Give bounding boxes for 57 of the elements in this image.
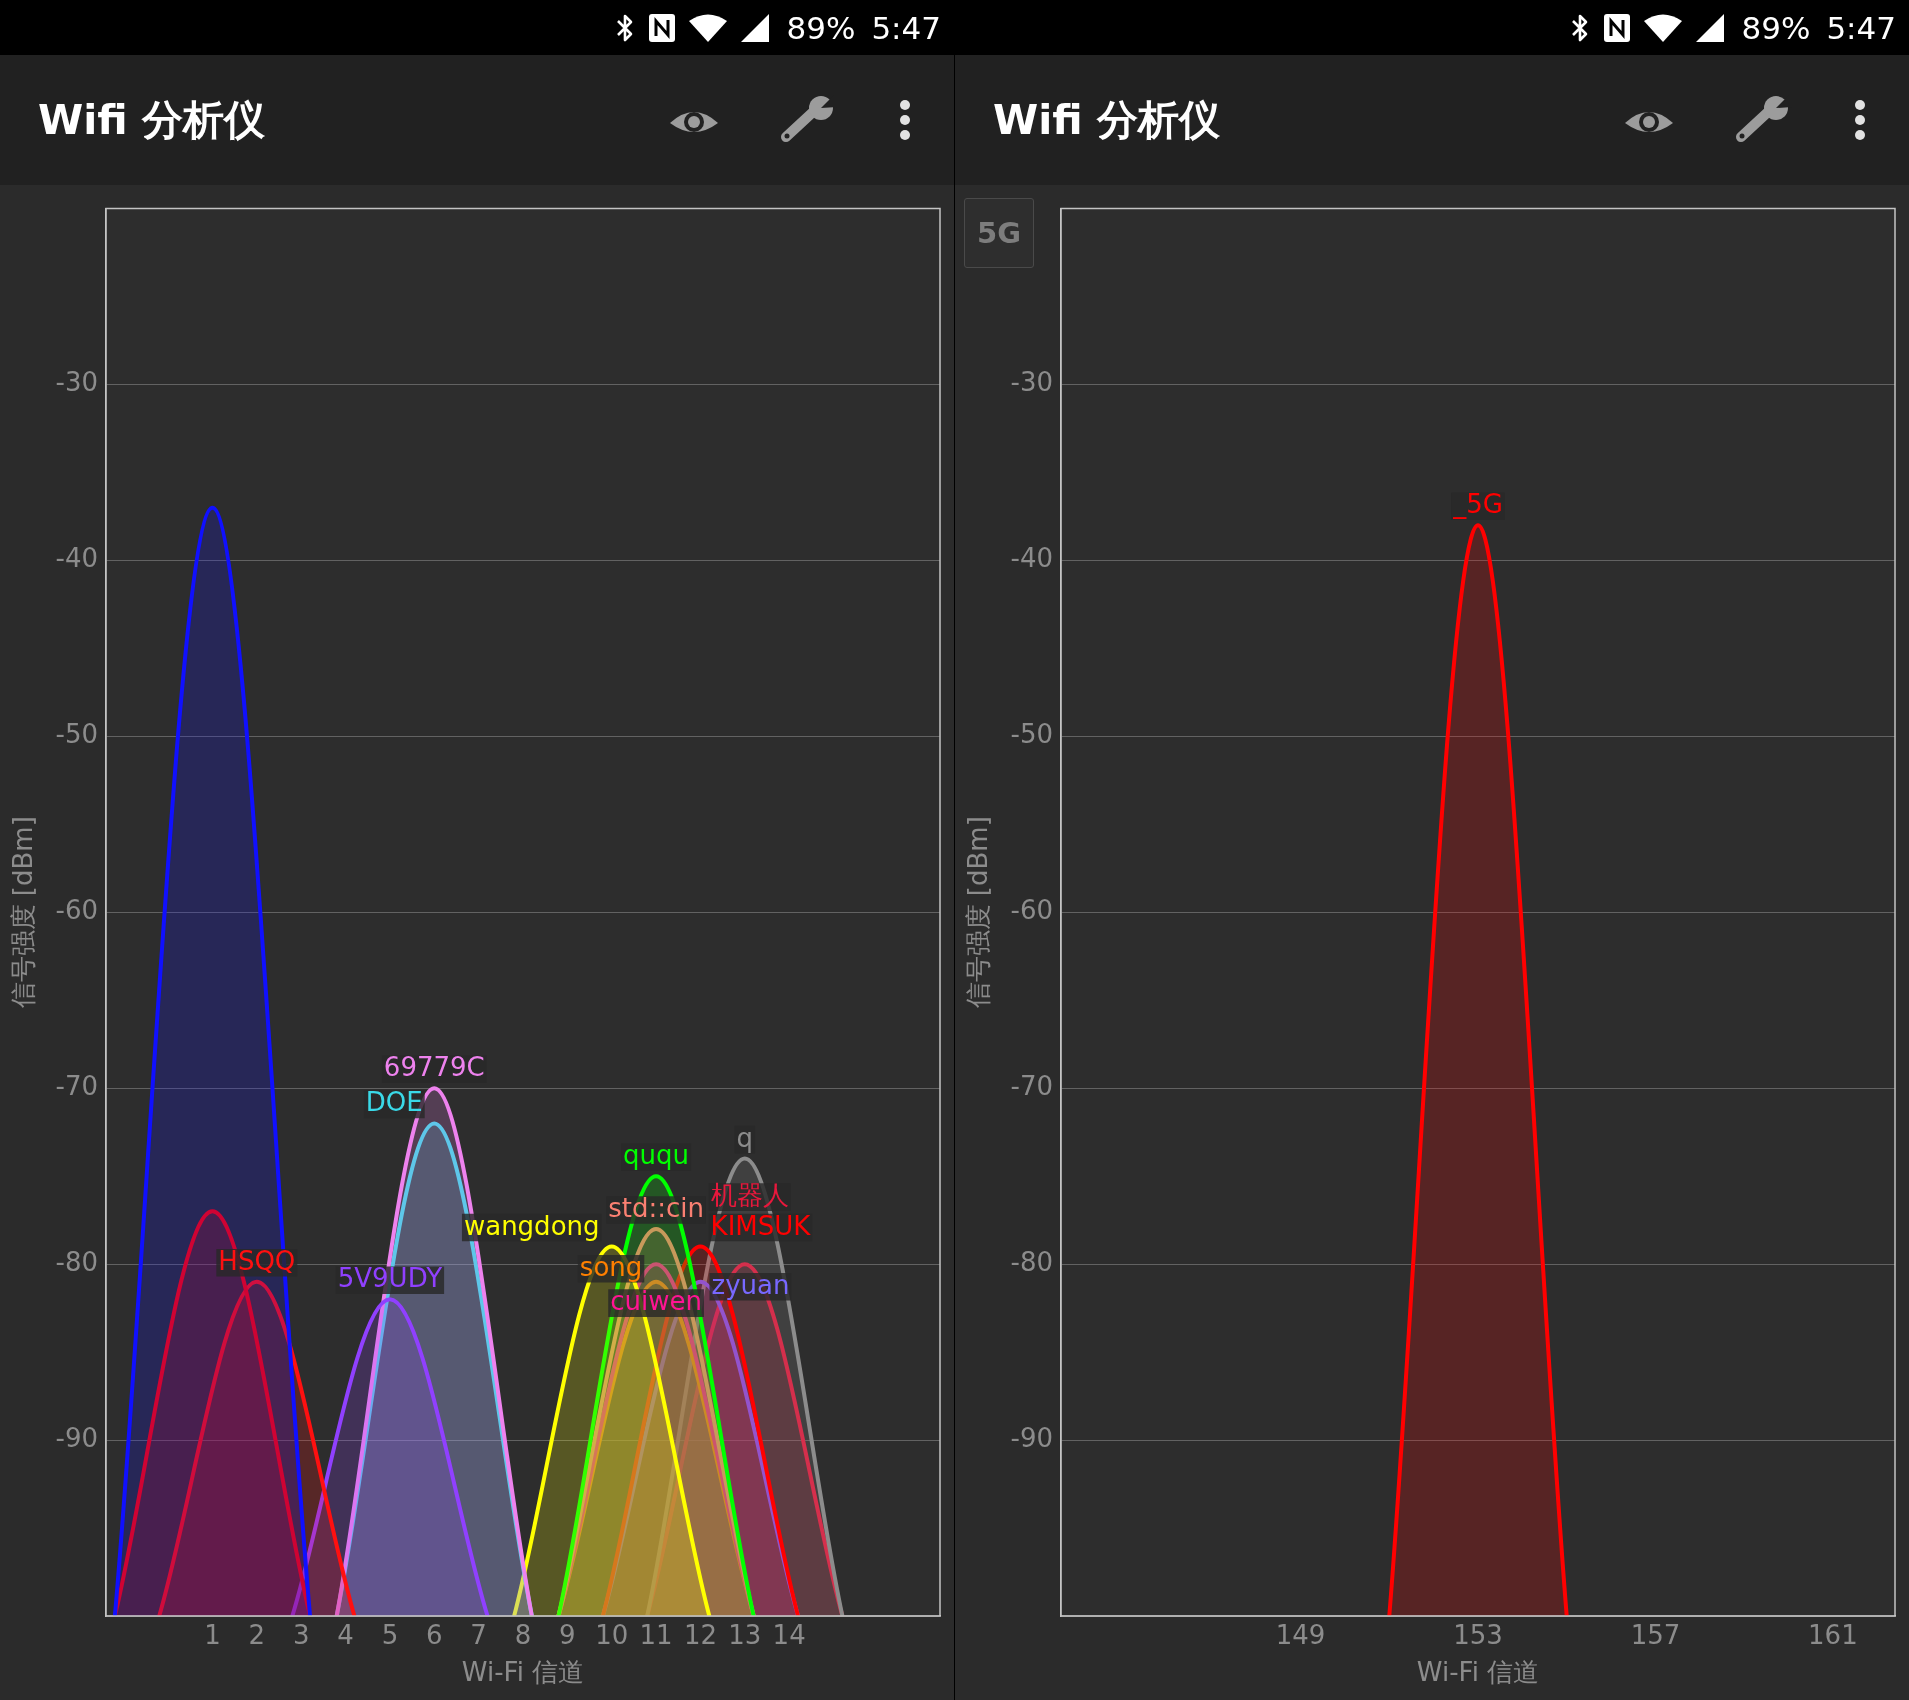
x-tick-label: 1	[204, 1620, 221, 1651]
y-tick-label: -70	[55, 1070, 98, 1101]
x-tick-label: 11	[639, 1620, 673, 1651]
x-tick-label: 5	[381, 1620, 399, 1651]
x-tick-label: 10	[595, 1620, 629, 1651]
x-axis-title: Wi-Fi 信道	[1416, 1657, 1540, 1688]
y-tick-label: -90	[1010, 1422, 1053, 1453]
series-label: HSQQ	[218, 1245, 296, 1276]
y-tick-label: -80	[55, 1246, 98, 1277]
x-tick-label: 13	[728, 1620, 762, 1651]
y-tick-label: -40	[55, 543, 98, 574]
series-label: 69779C	[383, 1052, 485, 1083]
y-tick-label: -40	[1010, 543, 1053, 574]
y-tick-label: -30	[1010, 367, 1053, 398]
series-label: q	[736, 1122, 754, 1153]
y-axis-title: 信号强度 [dBm]	[963, 816, 994, 1009]
chart-title: Wifi 分析仪	[38, 95, 265, 146]
y-tick-label: -60	[1010, 895, 1053, 926]
x-tick-label: 12	[683, 1620, 717, 1651]
x-tick-label: 153	[1453, 1620, 1503, 1651]
x-tick-label: 149	[1275, 1620, 1326, 1651]
series-label: cuiwen	[610, 1286, 702, 1317]
series-label: wangdong	[463, 1210, 600, 1241]
y-tick-label: -60	[55, 895, 98, 926]
x-tick-label: 4	[337, 1620, 354, 1651]
series-label: DOE	[365, 1087, 423, 1118]
text: 5:47	[1826, 9, 1896, 46]
x-tick-label: 7	[470, 1620, 487, 1651]
series-label: ququ	[623, 1140, 690, 1171]
y-tick-label: -50	[1010, 719, 1053, 750]
x-tick-label: 6	[426, 1620, 443, 1651]
series-label: 5V9UDY	[337, 1263, 443, 1294]
y-tick-label: -50	[55, 719, 98, 750]
x-tick-label: 161	[1808, 1620, 1858, 1651]
text: 机器人	[710, 1180, 789, 1211]
y-axis-title: 信号强度 [dBm]	[8, 816, 39, 1009]
series-label: song	[579, 1251, 643, 1282]
x-tick-label: 3	[292, 1620, 310, 1651]
x-tick-label: 14	[772, 1620, 806, 1651]
series-label: KIMSUK	[710, 1210, 812, 1241]
y-tick-label: -70	[1010, 1070, 1053, 1101]
x-tick-label: 157	[1630, 1620, 1681, 1651]
text: 5:47	[871, 9, 941, 46]
y-tick-label: -80	[1010, 1246, 1053, 1277]
chart-title: Wifi 分析仪	[993, 95, 1220, 146]
series-label: _5G	[1452, 489, 1503, 520]
series-label: std::cin	[608, 1192, 704, 1223]
y-tick-label: -90	[55, 1422, 98, 1453]
x-tick-label: 2	[248, 1620, 266, 1651]
text: 89%	[786, 9, 856, 46]
text: 89%	[1741, 9, 1811, 46]
text: 5G	[964, 198, 1034, 268]
x-tick-label: 8	[514, 1620, 532, 1651]
y-tick-label: -30	[55, 367, 98, 398]
x-axis-title: Wi-Fi 信道	[461, 1657, 585, 1688]
x-tick-label: 9	[559, 1620, 576, 1651]
series-label: zyuan	[711, 1269, 790, 1300]
